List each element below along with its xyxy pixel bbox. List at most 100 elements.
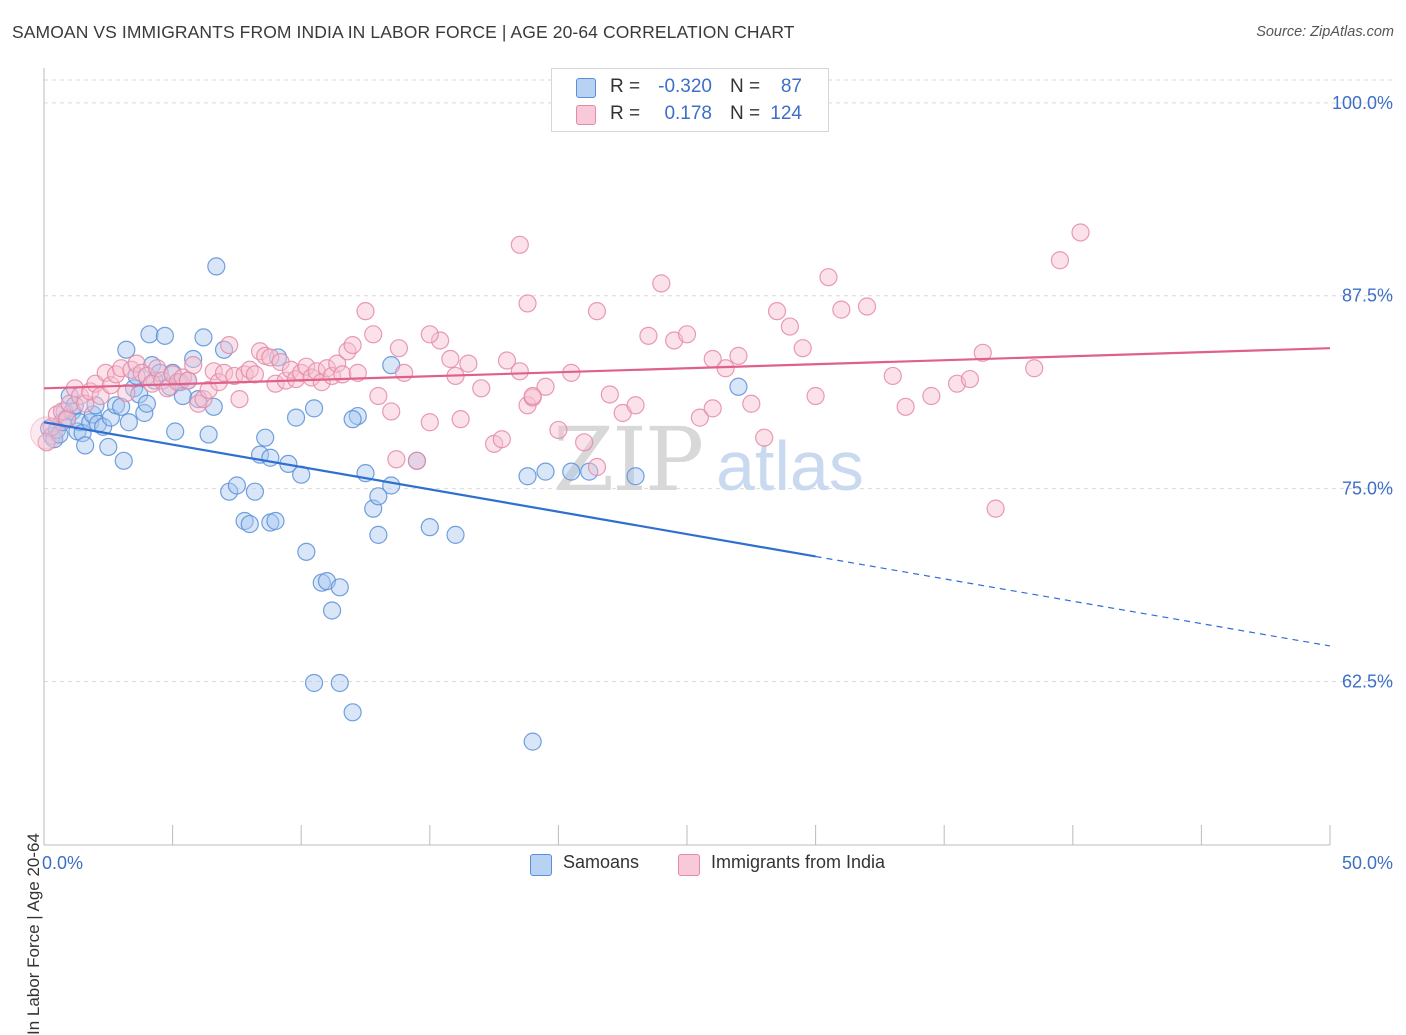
samoan-point — [240, 514, 259, 534]
india-point — [472, 379, 491, 398]
india-point — [575, 433, 594, 452]
samoan-point — [266, 511, 285, 531]
samoan-point — [562, 462, 581, 481]
x-tick-label: 50.0% — [1342, 853, 1393, 873]
legend-row-india: R = 0.178 N = 124 — [552, 102, 828, 128]
samoan-point — [235, 511, 254, 531]
n-label: N = — [730, 76, 761, 97]
samoan-point — [348, 406, 367, 426]
india-point — [1025, 359, 1044, 378]
watermark-atlas: atlas — [716, 427, 864, 505]
correlation-legend: R = -0.320 N = 87 R = 0.178 N = 124 — [551, 68, 829, 132]
samoan-point — [536, 462, 555, 481]
samoan-point — [76, 436, 95, 455]
samoan-swatch — [530, 854, 552, 876]
r-label: R = — [610, 76, 641, 97]
india-point — [220, 335, 239, 355]
india-point — [369, 386, 388, 406]
samoan-point — [194, 328, 213, 347]
india-point — [492, 430, 511, 449]
india-point — [356, 302, 375, 321]
india-point — [333, 365, 352, 384]
india-point — [742, 394, 761, 413]
n-label: N = — [730, 103, 761, 124]
india-point — [857, 297, 877, 316]
india-point — [173, 368, 192, 387]
india-point — [328, 354, 347, 373]
india-point — [194, 389, 213, 409]
india-point — [184, 356, 203, 375]
scatter-chart: ZIP atlas 62.5% 75.0% 87.5% 100.0% 0.0% 50.0… — [30, 68, 1394, 873]
samoan-point — [184, 349, 203, 369]
india-point — [767, 302, 787, 321]
india-point — [312, 373, 331, 392]
india-point — [441, 349, 460, 369]
samoan-point — [119, 413, 138, 432]
india-point — [819, 268, 838, 287]
india-point — [58, 410, 77, 429]
india-point — [960, 369, 980, 389]
india-point — [793, 339, 812, 358]
india-point — [639, 326, 658, 345]
india-point — [178, 371, 198, 390]
india-point — [729, 346, 748, 365]
india-points — [30, 223, 1090, 518]
india-point — [364, 325, 383, 344]
samoan-point — [343, 410, 362, 429]
samoan-swatch — [576, 78, 596, 98]
y-tick-labels: 62.5% 75.0% 87.5% 100.0% — [1332, 93, 1393, 692]
india-point — [281, 360, 301, 379]
india-point — [348, 363, 367, 382]
india-point — [518, 294, 537, 313]
watermark-zip: ZIP — [553, 408, 702, 511]
india-point — [407, 451, 427, 470]
india-point — [806, 386, 825, 406]
samoan-point — [523, 732, 542, 751]
india-point — [297, 357, 316, 376]
samoan-point — [245, 482, 265, 501]
india-point — [117, 383, 136, 403]
india-point — [652, 274, 671, 293]
india-point — [587, 457, 607, 477]
y-tick-label: 75.0% — [1342, 479, 1393, 499]
trendlines — [43, 347, 1331, 647]
india-point — [389, 339, 409, 358]
samoan-point — [199, 425, 218, 444]
y-axis-label: In Labor Force | Age 20-64 — [24, 833, 43, 1035]
n-value: 87 — [780, 76, 802, 97]
india-point — [883, 366, 902, 386]
watermark: ZIP atlas — [553, 408, 864, 511]
samoan-point — [189, 389, 208, 409]
samoan-point — [114, 451, 133, 470]
samoan-point — [369, 525, 388, 544]
samoan-point — [137, 394, 156, 413]
x-tick-labels: 0.0% 50.0% — [42, 853, 1393, 873]
samoan-point — [297, 542, 316, 561]
samoan-point — [343, 703, 362, 722]
samoan-point — [207, 257, 226, 276]
samoan-points — [40, 257, 748, 751]
india-point — [261, 348, 280, 367]
axes — [43, 68, 1331, 846]
samoan-point — [304, 673, 324, 693]
n-value: 124 — [770, 103, 802, 124]
india-point — [690, 408, 709, 427]
samoan-point — [330, 578, 349, 597]
samoan-point — [227, 476, 246, 495]
india-point — [387, 450, 406, 469]
india-point — [497, 351, 517, 370]
india-point — [703, 349, 722, 369]
india-point — [127, 354, 146, 373]
samoan-point — [304, 399, 324, 418]
samoan-point — [140, 325, 159, 344]
samoan-trend-line — [43, 421, 816, 558]
y-tick-label: 87.5% — [1342, 286, 1393, 306]
india-point — [266, 374, 285, 393]
legend-row-samoans: R = -0.320 N = 87 — [552, 75, 828, 101]
r-label: R = — [610, 103, 641, 124]
india-point — [420, 413, 439, 432]
legend-label-samoans: Samoans — [563, 852, 640, 872]
india-point — [549, 420, 568, 440]
india-point — [430, 331, 450, 350]
chart-title: SAMOAN VS IMMIGRANTS FROM INDIA IN LABOR… — [12, 22, 795, 42]
